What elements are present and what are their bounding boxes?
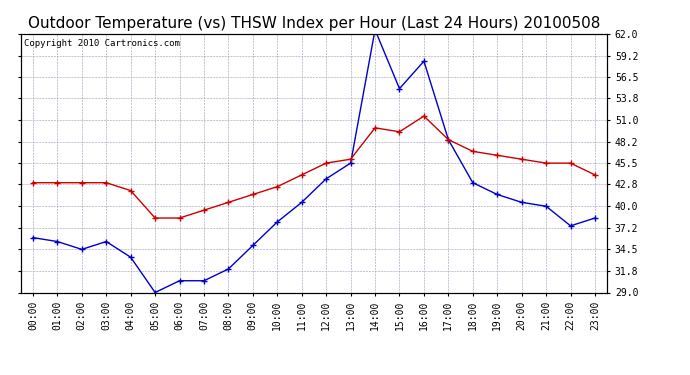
Text: Copyright 2010 Cartronics.com: Copyright 2010 Cartronics.com [23, 39, 179, 48]
Title: Outdoor Temperature (vs) THSW Index per Hour (Last 24 Hours) 20100508: Outdoor Temperature (vs) THSW Index per … [28, 16, 600, 31]
